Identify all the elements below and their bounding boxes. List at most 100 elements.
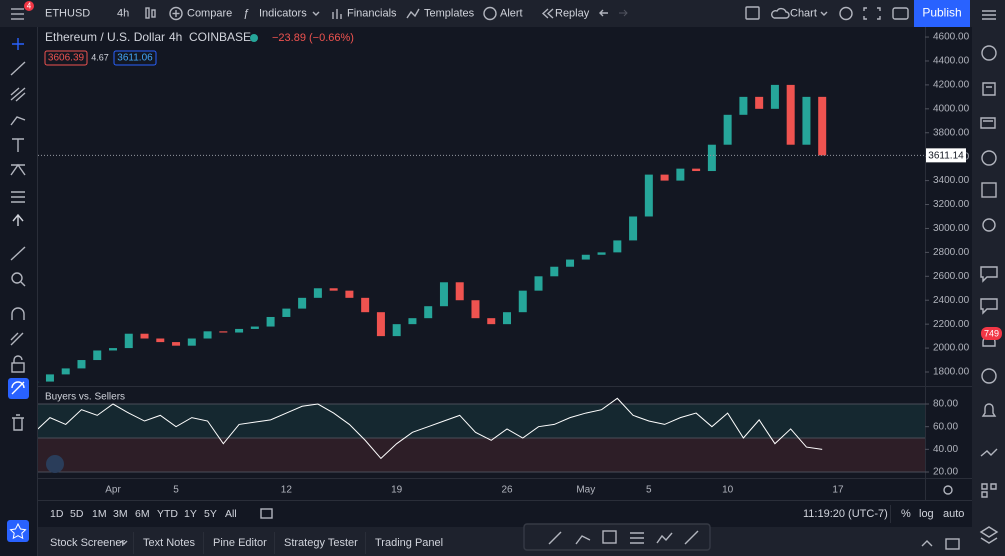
logo [46, 455, 64, 473]
auto-toggle[interactable]: auto [943, 508, 964, 520]
financials-button[interactable]: Financials [347, 7, 397, 19]
templates-button[interactable]: Templates [424, 7, 475, 19]
left-toolbar [0, 27, 37, 556]
collapse[interactable] [921, 540, 933, 547]
y-tick-label: 2200.00 [933, 319, 970, 330]
y-tick-label: 4000.00 [933, 103, 970, 114]
y-tick-label: 1800.00 [933, 367, 970, 378]
candle [345, 290, 354, 298]
y-tick-label: 3000.00 [933, 223, 970, 234]
range-button[interactable]: 1D [50, 508, 64, 520]
candle [392, 324, 401, 337]
candle [487, 318, 496, 325]
candle [503, 312, 511, 325]
indicators-button[interactable]: Indicators [259, 7, 307, 19]
tab[interactable]: Stock Screener [50, 537, 126, 549]
axis-settings[interactable] [943, 485, 953, 495]
symbol[interactable]: ETHUSD [45, 7, 90, 19]
tab[interactable]: Strategy Tester [284, 537, 358, 549]
log-toggle[interactable]: log [919, 508, 934, 520]
candle-icon[interactable] [145, 7, 156, 19]
candle [156, 338, 165, 343]
range-button[interactable]: YTD [157, 508, 178, 520]
redo[interactable] [619, 9, 628, 17]
percent-toggle[interactable]: % [901, 508, 911, 520]
legend-interval: 4h [169, 30, 182, 44]
candle [550, 266, 559, 277]
range-button[interactable]: All [225, 508, 237, 520]
x-tick-label: 5 [646, 485, 652, 496]
candle [629, 216, 638, 241]
settings-icon[interactable] [839, 6, 853, 21]
dropdown[interactable] [820, 11, 828, 16]
y-tick-label: 4600.00 [933, 32, 970, 43]
bid-box[interactable] [44, 50, 88, 66]
tab[interactable]: Trading Panel [375, 537, 443, 549]
bottom-panel [38, 527, 972, 556]
range-button[interactable]: 1M [92, 508, 107, 520]
candle [235, 328, 244, 333]
lower-band [38, 438, 925, 472]
layout-button[interactable]: Chart [790, 7, 817, 19]
candle [93, 350, 102, 361]
candle [707, 144, 716, 172]
y-tick-label: 20.00 [933, 467, 958, 478]
right-toolbar [972, 27, 1005, 556]
publish-button[interactable] [914, 0, 970, 27]
candle [597, 252, 606, 255]
range-button[interactable]: 1Y [184, 508, 197, 520]
expand-icon[interactable] [863, 7, 881, 20]
candle [38, 381, 39, 383]
candle [755, 96, 764, 109]
replay-button[interactable]: Replay [555, 7, 590, 19]
candle [786, 84, 795, 145]
tab[interactable]: Pine Editor [213, 537, 267, 549]
candle [187, 338, 196, 346]
fullscreen-box[interactable] [745, 6, 760, 20]
candle [61, 368, 70, 375]
drawing-toolbar[interactable] [523, 523, 711, 551]
range-button[interactable]: 5D [70, 508, 84, 520]
candle [518, 290, 527, 313]
clock: 11:19:20 (UTC-7) [803, 508, 888, 520]
date-range-icon[interactable] [260, 508, 273, 519]
active-tool[interactable] [8, 378, 29, 399]
tab[interactable]: Text Notes [143, 537, 195, 549]
panel-icons[interactable] [979, 10, 999, 544]
range-button[interactable]: 3M [113, 508, 128, 520]
undo[interactable] [599, 9, 608, 17]
menu-icon[interactable] [11, 8, 24, 20]
snapshot-icon[interactable] [892, 7, 909, 20]
y-tick-label: 4400.00 [933, 56, 970, 67]
range-button[interactable]: 5Y [204, 508, 217, 520]
favorites[interactable] [7, 520, 29, 542]
templates-icon [406, 8, 420, 19]
candle [770, 84, 779, 109]
publish-text: Publish [922, 6, 961, 20]
interval[interactable]: 4h [117, 7, 129, 19]
tool-icons[interactable] [10, 38, 26, 373]
y-tick-label: 80.00 [933, 399, 958, 410]
y-tick-label: 2800.00 [933, 247, 970, 258]
exchange: COINBASE [189, 30, 251, 44]
dropdown [120, 540, 128, 545]
trash-icon[interactable] [12, 414, 24, 431]
range-button[interactable]: 6M [135, 508, 150, 520]
upper-band [38, 404, 925, 439]
candle [439, 282, 448, 307]
indicators-icon: ƒ [243, 7, 249, 19]
compare-button[interactable]: Compare [187, 7, 232, 19]
candle [203, 331, 212, 339]
candle [424, 306, 433, 319]
oscillator-line [38, 397, 823, 460]
candle [739, 96, 748, 115]
bid: 3606.39 [48, 53, 85, 64]
ask-box[interactable] [113, 50, 157, 66]
dropdown[interactable] [312, 11, 320, 16]
maximize[interactable] [945, 538, 960, 550]
candle [124, 333, 133, 349]
ask: 3611.06 [117, 53, 153, 64]
alert-button[interactable]: Alert [500, 7, 523, 19]
